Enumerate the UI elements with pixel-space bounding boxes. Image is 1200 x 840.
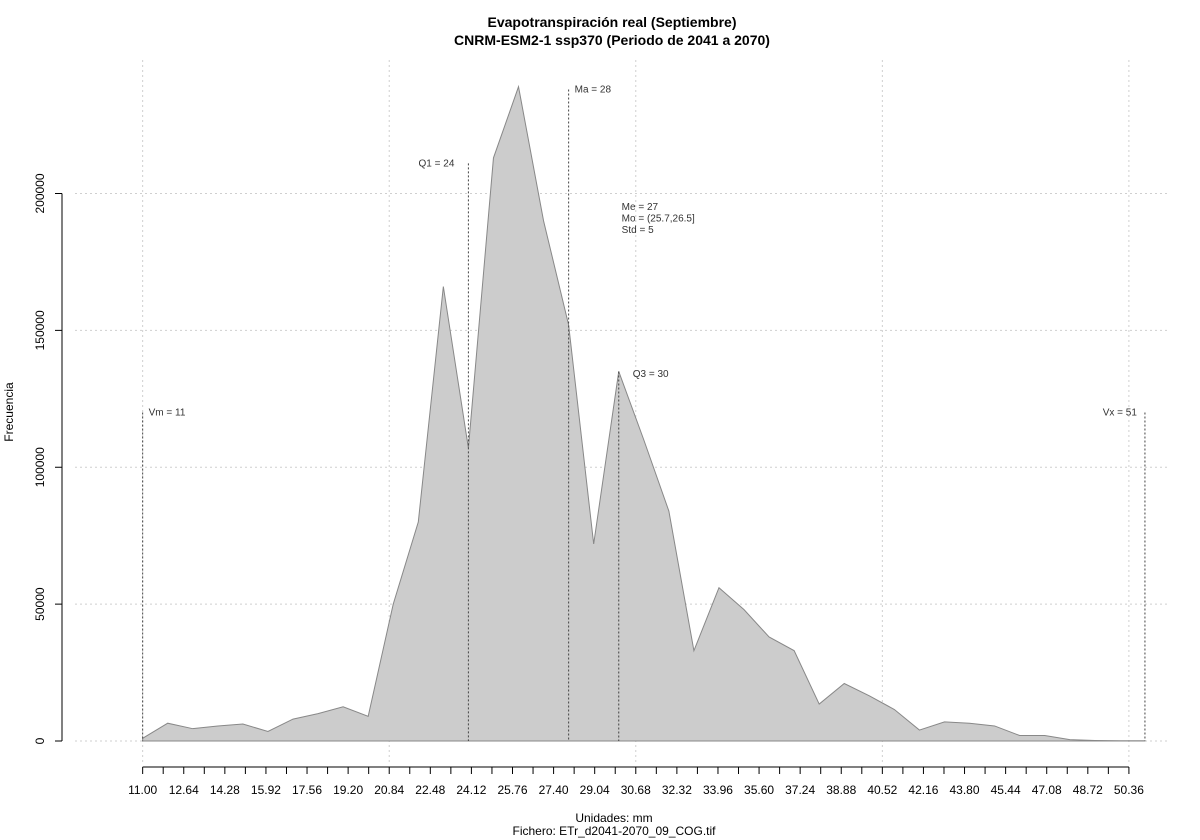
marker-label-1: Q1 = 24 (419, 158, 455, 169)
x-tick-label-20: 27.40 (539, 783, 569, 797)
x-tick-label-28: 33.96 (703, 783, 733, 797)
x-tick-label-48: 50.36 (1114, 783, 1144, 797)
x-tick-label-42: 45.44 (991, 783, 1021, 797)
y-tick-label-2: 100000 (33, 447, 47, 487)
x-tick-label-22: 29.04 (580, 783, 610, 797)
y-tick-label-0: 0 (33, 737, 47, 744)
x-tick-label-34: 38.88 (826, 783, 856, 797)
x-tick-label-16: 24.12 (456, 783, 486, 797)
x-tick-label-40: 43.80 (950, 783, 980, 797)
axes: 11.00 12.64 14.28 15.92 17.56 19.20 20.84 22.48… (33, 173, 1144, 797)
x-tick-label-44: 47.08 (1032, 783, 1062, 797)
x-tick-label-2: 12.64 (169, 783, 199, 797)
y-tick-label-3: 150000 (33, 310, 47, 350)
area-series-0 (142, 84, 1146, 742)
x-tick-label-6: 15.92 (251, 783, 281, 797)
y-tick-label-1: 50000 (33, 587, 47, 621)
chart-title: Evapotranspiración real (Septiembre) (488, 14, 737, 30)
x-tick-label-12: 20.84 (374, 783, 404, 797)
marker-label-0: Vm = 11 (149, 408, 186, 419)
x-tick-label-38: 42.16 (908, 783, 938, 797)
x-tick-label-32: 37.24 (785, 783, 815, 797)
x-tick-label-10: 19.20 (333, 783, 363, 797)
stats-line-2: Std = 5 (622, 225, 654, 236)
x-tick-label-46: 48.72 (1073, 783, 1103, 797)
marker-label-4: Vx = 51 (1103, 408, 1138, 419)
stats-line-0: Me = 27 (622, 202, 659, 213)
statistic-markers: Vm = 11 Q1 = 24 Ma = 28 Q3 = 30 Vx = 51 Me = … (142, 84, 1146, 741)
x-tick-label-36: 40.52 (867, 783, 897, 797)
x-tick-label-18: 25.76 (497, 783, 527, 797)
x-tick-label-8: 17.56 (292, 783, 322, 797)
stats-line-1: Mo = (25.7,26.5] (622, 213, 695, 224)
x-tick-label-4: 14.28 (210, 783, 240, 797)
marker-label-2: Ma = 28 (575, 84, 612, 95)
y-tick-label-4: 200000 (33, 173, 47, 213)
marker-label-3: Q3 = 30 (633, 369, 669, 380)
x-tick-label-26: 32.32 (662, 783, 692, 797)
file-caption: Fichero: ETr_d2041-2070_09_COG.tif (513, 824, 717, 838)
x-tick-label-0: 11.00 (128, 783, 157, 797)
chart-subtitle: CNRM-ESM2-1 ssp370 (Periodo de 2041 a 20… (454, 32, 770, 48)
x-tick-label-30: 35.60 (744, 783, 774, 797)
y-axis-label: Frecuencia (2, 382, 16, 442)
x-tick-label-14: 22.48 (415, 783, 445, 797)
x-tick-label-24: 30.68 (621, 783, 651, 797)
frequency-area (142, 84, 1146, 742)
x-axis-label: Unidades: mm (575, 811, 652, 825)
